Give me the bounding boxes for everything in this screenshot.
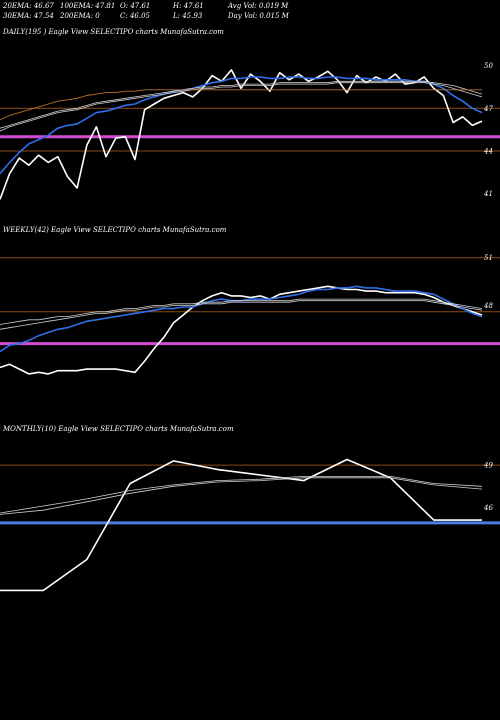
daily-series-ema_white_2 [0,80,483,129]
weekly-ytick-51: 51 [484,254,493,262]
weekly-series-ema_white_1 [0,298,483,325]
monthly-panel: 49 46 [0,458,500,592]
weekly-ytick-48: 48 [483,302,493,310]
monthly-ytick-46: 46 [483,504,493,512]
daily-ytick-50: 50 [484,62,493,70]
header-200ema: 200EMA: 0 [60,12,100,20]
header-30ema: 30EMA: 47.54 [3,12,54,20]
daily-ytick-47: 47 [483,105,493,113]
daily-series-price [0,69,483,200]
daily-ytick-44: 44 [483,147,493,155]
monthly-series-ema_white_1 [0,475,483,514]
weekly-series-ema_white_2 [0,300,483,330]
monthly-title: MONTHLY(10) Eagle View SELECTIPO charts … [3,425,234,433]
monthly-ytick-49: 49 [483,462,493,470]
header-close: C: 46.05 [120,12,150,20]
weekly-series-price [0,285,483,375]
header-high: H: 47.61 [173,2,204,10]
header-open: O: 47.61 [120,2,151,10]
daily-series-ema_orange [0,89,482,121]
header-avg-vol: Avg Vol: 0.019 M [228,2,289,10]
daily-series-ema_blue [0,76,483,175]
daily-series-ema_white_1 [0,82,483,132]
daily-ytick-41: 41 [483,190,493,198]
header-100ema: 100EMA: 47.81 [60,2,116,10]
monthly-series-ema_white_2 [0,477,483,515]
weekly-panel: 51 48 [0,254,500,375]
daily-panel: 50 47 44 41 [0,62,500,200]
header-day-vol: Day Vol: 0.015 M [228,12,289,20]
header-low: L: 45.93 [173,12,203,20]
daily-title: DAILY(195 ) Eagle View SELECTIPO charts … [3,28,224,36]
monthly-series-price [0,458,482,592]
header-20ema: 20EMA: 46.67 [3,2,54,10]
weekly-title: WEEKLY(42) Eagle View SELECTIPO charts M… [3,226,227,234]
